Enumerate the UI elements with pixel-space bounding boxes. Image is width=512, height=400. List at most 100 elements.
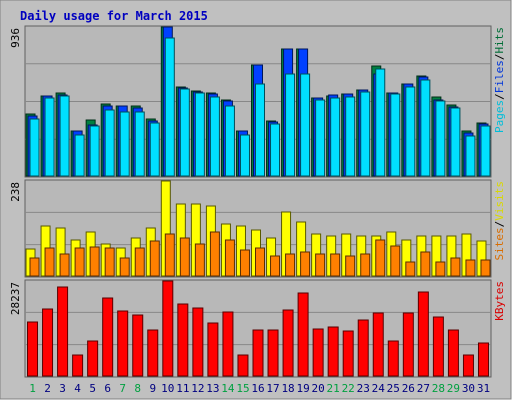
bar-kbytes-day-6 [102, 297, 114, 377]
bar-kbytes-day-17 [267, 329, 279, 377]
bar-body [74, 247, 85, 277]
bar-body [164, 37, 175, 177]
bar-sites-day-2 [44, 247, 55, 277]
bar-body [435, 100, 446, 177]
bar-body [42, 308, 54, 377]
day-label: 16 [251, 382, 264, 395]
bar-sites-day-3 [59, 253, 70, 277]
bar-body [360, 253, 371, 277]
bar-body [194, 92, 205, 177]
bar-sites-day-11 [179, 237, 190, 277]
bar-body [117, 310, 129, 377]
day-label: 7 [119, 382, 126, 395]
day-label: 26 [402, 382, 415, 395]
bar-body [149, 240, 160, 277]
bar-sites-day-31 [480, 259, 491, 277]
bar-body [132, 314, 144, 377]
bar-body [270, 123, 281, 177]
bar-sites-day-23 [360, 253, 371, 277]
bar-body [59, 95, 70, 177]
bar-pages-day-25 [390, 93, 401, 177]
bar-body [285, 73, 296, 177]
bar-body [375, 68, 386, 177]
bar-body [104, 247, 115, 277]
bar-body [390, 245, 401, 277]
bar-body [29, 257, 40, 277]
bar-body [327, 326, 339, 377]
bar-pages-day-27 [420, 79, 431, 177]
bar-kbytes-day-22 [342, 330, 354, 377]
bar-body [405, 261, 416, 277]
bar-kbytes-day-29 [447, 329, 459, 377]
bar-body [345, 255, 356, 277]
bar-pages-day-24 [375, 68, 386, 177]
bar-pages-day-10 [164, 37, 175, 177]
day-label: 20 [312, 382, 325, 395]
bar-body [417, 291, 429, 377]
bar-body [465, 259, 476, 277]
bar-sites-day-7 [119, 257, 130, 277]
bar-sites-day-14 [224, 239, 235, 277]
bar-pages-day-13 [209, 96, 220, 177]
bar-kbytes-day-8 [132, 314, 144, 377]
bar-sites-day-20 [315, 253, 326, 277]
day-label: 30 [462, 382, 475, 395]
bar-body [420, 251, 431, 277]
legend-separator: / [493, 54, 506, 61]
bar-body [300, 251, 311, 277]
legend-hits-pages-files: Pages/Files/Hits [493, 27, 506, 133]
bar-kbytes-day-9 [147, 329, 159, 377]
bar-kbytes-day-7 [117, 310, 129, 377]
day-label: 25 [387, 382, 400, 395]
bar-kbytes-day-2 [42, 308, 54, 377]
bar-pages-day-15 [239, 134, 250, 177]
legend-separator: / [493, 93, 506, 100]
bar-sites-day-4 [74, 247, 85, 277]
bar-body [270, 255, 281, 277]
bar-sites-day-5 [89, 246, 100, 277]
legend-visits: Visits [493, 181, 506, 221]
bar-kbytes-day-18 [282, 309, 294, 377]
bar-body [342, 330, 354, 377]
bar-kbytes-day-28 [432, 316, 444, 377]
bar-pages-day-30 [465, 135, 476, 177]
bar-pages-day-8 [134, 111, 145, 177]
bar-sites-day-27 [420, 251, 431, 277]
bar-body [267, 329, 279, 377]
bar-body [357, 319, 369, 377]
bar-pages-day-23 [360, 91, 371, 177]
bar-body [300, 73, 311, 177]
bar-body [149, 122, 160, 177]
day-label: 1 [29, 382, 36, 395]
bar-body [207, 322, 219, 377]
day-label: 21 [327, 382, 340, 395]
bar-body [402, 312, 414, 377]
y-max-label: 936 [9, 28, 22, 48]
day-label: 11 [176, 382, 189, 395]
bar-body [477, 342, 489, 377]
legend-pages: Pages [493, 100, 506, 133]
bar-body [435, 261, 446, 277]
bar-sites-day-9 [149, 240, 160, 277]
bar-sites-day-8 [134, 247, 145, 277]
day-label: 9 [149, 382, 156, 395]
bar-body [255, 83, 265, 177]
day-label: 23 [357, 382, 370, 395]
legend-kbytes: KBytes [493, 281, 506, 321]
y-max-label: 238 [9, 182, 22, 202]
bar-body [222, 311, 234, 377]
bar-body [252, 329, 264, 377]
bar-kbytes-day-15 [237, 354, 249, 377]
bar-kbytes-day-21 [327, 326, 339, 377]
bar-body [315, 99, 326, 177]
bar-body [480, 259, 491, 277]
bar-pages-day-31 [480, 125, 491, 177]
bar-kbytes-day-11 [177, 303, 189, 377]
bar-sites-day-10 [164, 233, 175, 277]
bar-body [194, 243, 205, 277]
bar-kbytes-day-1 [27, 321, 39, 377]
bar-pages-day-9 [149, 122, 160, 177]
bar-pages-day-5 [89, 125, 100, 177]
bar-pages-day-29 [450, 107, 461, 177]
